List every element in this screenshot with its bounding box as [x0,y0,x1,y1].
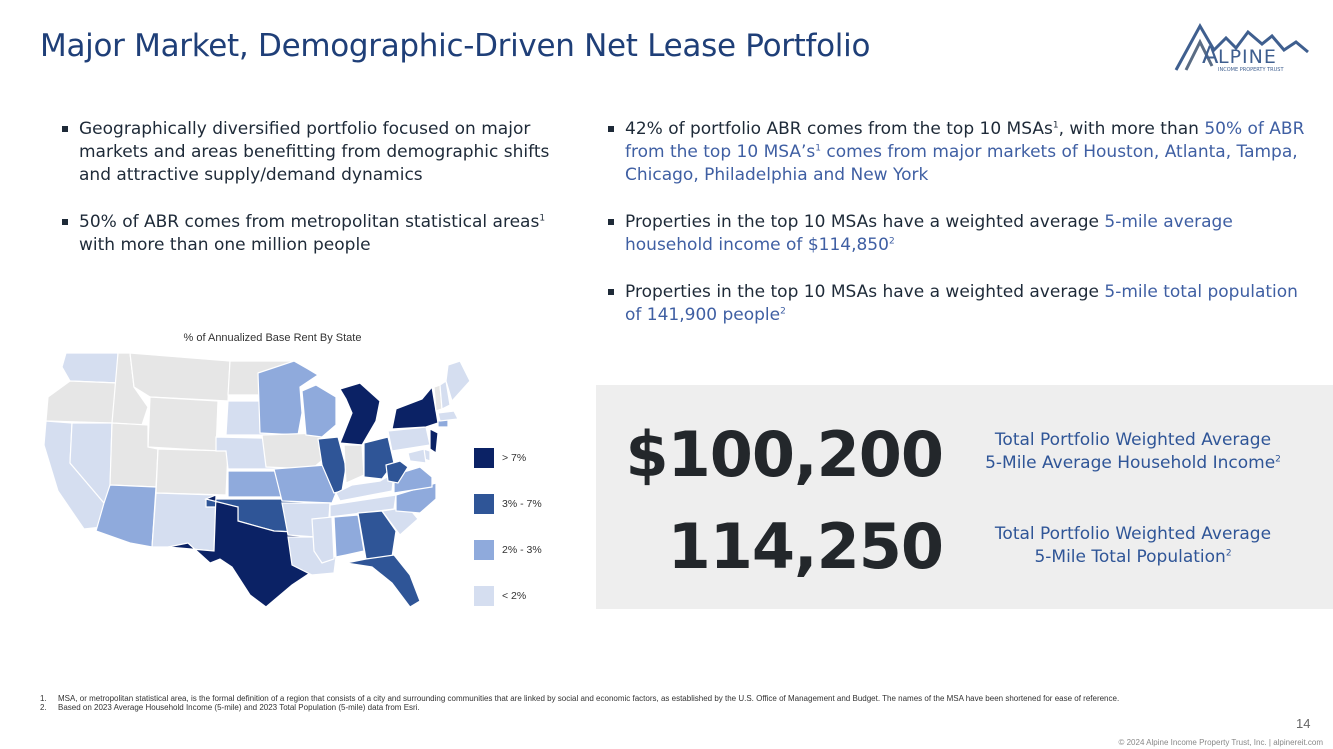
footnote-2: 2. Based on 2023 Average Household Incom… [40,703,420,712]
legend-item-gt7: > 7% [474,448,542,468]
stats-panel: $100,200 Total Portfolio Weighted Averag… [596,385,1333,609]
state-ma [437,410,459,422]
copyright-footer: © 2024 Alpine Income Property Trust, Inc… [1118,738,1323,747]
us-state-map [43,352,470,608]
mountain-logo-icon: A LPINE INCOME PROPERTY TRUST [1174,22,1309,73]
bullet-household-income: Properties in the top 10 MSAs have a wei… [608,211,1308,257]
legend-swatch [474,448,494,468]
state-fl [345,554,421,608]
legend-swatch [474,494,494,514]
footnote-1: 1. MSA, or metropolitan statistical area… [40,694,1120,703]
legend-item-lt2: < 2% [474,586,542,606]
logo-tagline: INCOME PROPERTY TRUST [1218,67,1284,73]
state-mt [129,352,231,402]
legend-swatch [474,540,494,560]
state-tx [167,494,325,608]
state-pa [387,426,431,452]
bullet-abr-msa: 50% of ABR comes from metropolitan stati… [62,211,562,257]
state-nh [439,379,451,410]
footnotes: 1. MSA, or metropolitan statistical area… [40,694,1280,712]
state-nj [429,428,439,455]
state-wy [147,396,219,452]
state-mo [273,464,337,504]
logo-mark: A [1202,41,1219,69]
bullet-top10-msa: 42% of portfolio ABR comes from the top … [608,118,1308,187]
state-al [333,514,365,558]
state-ms [311,516,335,564]
stat-income-value: $100,200 [625,418,944,491]
alpine-logo: A LPINE INCOME PROPERTY TRUST [1172,20,1312,76]
bullet-diversified: Geographically diversified portfolio foc… [62,118,562,187]
right-bullet-list: 42% of portfolio ABR comes from the top … [608,118,1308,351]
map-title: % of Annualized Base Rent By State [183,332,362,344]
state-or [45,380,119,424]
state-mn [257,360,320,436]
state-wv [385,460,409,484]
state-ia [261,432,327,470]
state-wa [61,352,119,384]
state-md [407,448,427,464]
state-me [445,360,470,403]
legend-item-3-7: 3% - 7% [474,494,542,514]
state-co [155,448,229,496]
map-legend: > 7% 3% - 7% 2% - 3% < 2% [474,448,542,632]
page-title: Major Market, Demographic-Driven Net Lea… [40,28,871,64]
stat-income-label: Total Portfolio Weighted Average 5-Mile … [985,430,1281,473]
state-ny [391,385,439,430]
state-shapes [43,352,470,608]
bullet-population: Properties in the top 10 MSAs have a wei… [608,281,1308,327]
state-mi [339,382,381,446]
stat-population-label: Total Portfolio Weighted Average 5-Mile … [994,524,1272,567]
state-in [343,444,365,484]
logo-name: LPINE [1218,46,1277,68]
state-wi [301,384,337,438]
page-number: 14 [1296,716,1311,731]
state-ga [357,510,397,560]
stat-population-value: 114,250 [667,510,944,583]
left-bullet-list: Geographically diversified portfolio foc… [62,118,562,281]
legend-item-2-3: 2% - 3% [474,540,542,560]
legend-swatch [474,586,494,606]
